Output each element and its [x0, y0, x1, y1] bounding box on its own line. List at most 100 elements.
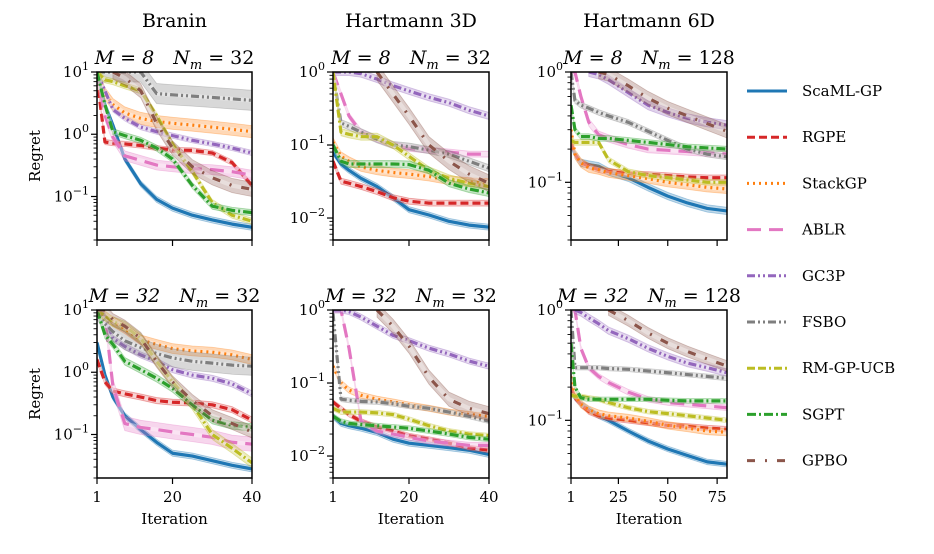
x-axis-label: Iteration [141, 510, 208, 528]
band-sgpt [97, 72, 252, 217]
legend-item: ScaML-GP [747, 82, 882, 100]
y-tick-label: 100 [63, 360, 89, 381]
line-fsbo [97, 72, 252, 102]
band-gpbo [598, 72, 727, 139]
band-scaml-gp [97, 339, 252, 473]
line-gc3p [97, 72, 252, 155]
band-gc3p [97, 72, 252, 156]
band-rm-gp-ucb [333, 72, 489, 191]
panel-subtitle: M = 8 Nm = 128 [562, 47, 735, 73]
series-group [97, 310, 252, 473]
panel-subtitle: M = 8 Nm = 32 [330, 47, 491, 73]
legend-item: RGPE [747, 128, 846, 146]
panel-subtitle: M = 32 Nm = 32 [324, 285, 497, 311]
x-tick-label: 25 [609, 488, 628, 506]
band-gpbo [376, 310, 489, 422]
band-ablr [97, 72, 252, 181]
y-tick-label: 100 [537, 298, 563, 319]
band-sgpt [571, 340, 727, 404]
line-gc3p [588, 72, 727, 127]
line-rm-gp-ucb [97, 72, 252, 223]
band-gpbo [112, 72, 252, 197]
series-group [333, 310, 489, 458]
line-gpbo [375, 72, 489, 185]
x-tick-label: 1 [92, 488, 102, 506]
line-sgpt [97, 72, 252, 215]
line-fsbo [333, 313, 489, 423]
x-tick-label: 1 [566, 488, 576, 506]
axes-frame [570, 71, 728, 241]
line-rm-gp-ucb [333, 406, 489, 438]
line-rm-gp-ucb [97, 310, 252, 465]
line-rgpe [571, 141, 727, 180]
y-tick-label: 100 [299, 298, 325, 319]
line-gc3p [574, 310, 727, 375]
x-tick-label: 40 [479, 488, 498, 506]
line-gc3p [333, 72, 489, 118]
y-tick-label: 100 [299, 60, 325, 81]
line-halo [375, 310, 489, 416]
y-tick-label: 100 [537, 60, 563, 81]
band-rgpe [97, 75, 252, 189]
line-sgpt [333, 144, 489, 195]
x-tick-label: 20 [399, 488, 418, 506]
band-scaml-gp [333, 148, 489, 231]
y-tick-label: 101 [63, 298, 89, 319]
line-rm-gp-ucb [333, 72, 489, 189]
y-tick-label: 10−1 [528, 408, 563, 429]
series-group [571, 72, 727, 216]
line-halo [571, 72, 727, 159]
line-fsbo [97, 310, 252, 368]
line-gc3p [333, 310, 489, 368]
legend-label: GC3P [802, 267, 845, 285]
line-ablr [333, 310, 489, 447]
legend-item: ABLR [747, 221, 846, 239]
line-halo [97, 310, 252, 434]
y-tick-label: 100 [63, 122, 89, 143]
legend-item: FSBO [747, 313, 846, 331]
x-tick-label: 75 [708, 488, 727, 506]
line-rgpe [571, 386, 727, 431]
legend-label: SGPT [802, 405, 844, 423]
panel-subtitle: M = 32 Nm = 128 [556, 285, 741, 311]
legend-item: SGPT [747, 405, 844, 423]
line-halo [571, 375, 727, 435]
legend-item: GPBO [747, 452, 848, 470]
y-tick-label: 10−1 [54, 184, 89, 205]
line-stackgp [97, 72, 252, 134]
x-axis-label: Iteration [616, 510, 683, 528]
series-group [571, 310, 727, 468]
legend-label: FSBO [802, 313, 846, 331]
axes-frame [570, 309, 728, 479]
band-gc3p [97, 310, 252, 398]
line-fsbo [571, 310, 727, 380]
band-fsbo [571, 72, 727, 161]
line-scaml-gp [97, 72, 252, 229]
legend-label: ScaML-GP [802, 82, 882, 100]
y-tick-label: 10−2 [290, 206, 325, 227]
line-ablr [97, 310, 252, 446]
band-ablr [97, 310, 252, 452]
band-ablr [571, 310, 727, 411]
line-scaml-gp [571, 143, 727, 213]
legend-label: RGPE [802, 128, 846, 146]
line-rm-gp-ucb [571, 393, 727, 422]
series-group [333, 72, 489, 231]
band-stackgp [571, 372, 727, 437]
line-halo [111, 72, 252, 192]
y-tick-label: 10−1 [290, 371, 325, 392]
legend-item: GC3P [747, 267, 845, 285]
band-gc3p [574, 310, 727, 377]
panel-title: Hartmann 6D [583, 10, 715, 32]
line-rgpe [333, 160, 489, 205]
series-group [97, 72, 252, 231]
line-sgpt [97, 310, 252, 429]
line-scaml-gp [97, 342, 252, 471]
band-ablr [571, 72, 727, 159]
panel-title: Branin [142, 10, 207, 32]
line-halo [333, 140, 489, 186]
